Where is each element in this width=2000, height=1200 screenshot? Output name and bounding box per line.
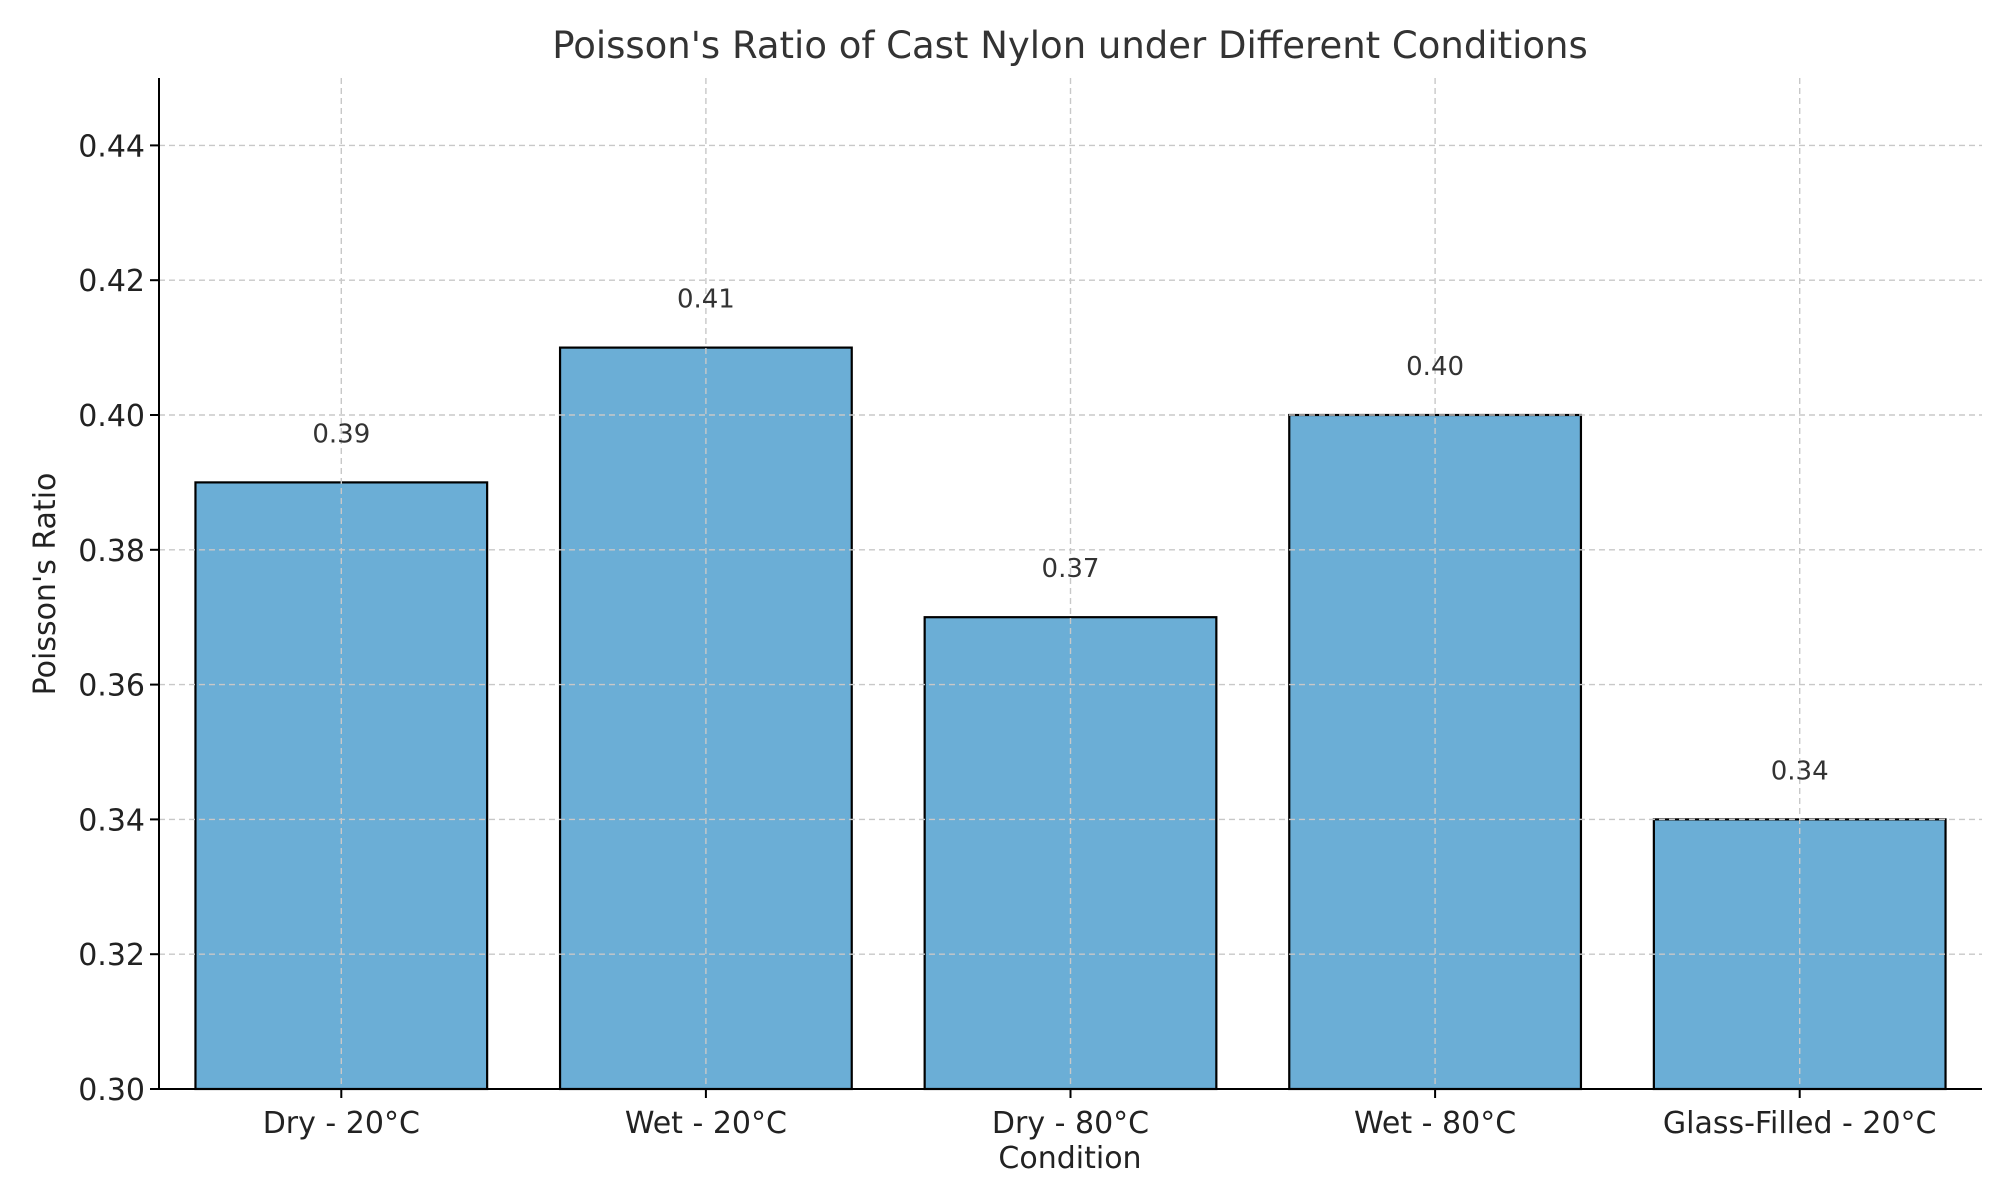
y-tick-label: 0.34: [78, 803, 145, 838]
chart-title: Poisson's Ratio of Cast Nylon under Diff…: [552, 24, 1588, 67]
y-tick-label: 0.32: [78, 938, 145, 973]
data-label: 0.41: [677, 285, 735, 315]
x-ticks: Dry - 20°C Wet - 20°C Dry - 80°C Wet - 80°C…: [263, 1089, 1937, 1141]
x-axis-label: Condition: [998, 1141, 1141, 1176]
data-label: 0.40: [1406, 352, 1464, 382]
y-tick-label: 0.38: [78, 534, 145, 569]
y-tick-label: 0.36: [78, 669, 145, 704]
x-tick-label: Wet - 80°C: [1354, 1106, 1516, 1141]
data-label: 0.37: [1042, 554, 1100, 584]
x-tick-label: Wet - 20°C: [625, 1106, 787, 1141]
y-tick-label: 0.42: [78, 264, 145, 299]
y-tick-label: 0.40: [78, 399, 145, 434]
y-tick-label: 0.44: [78, 129, 145, 164]
data-label: 0.34: [1771, 756, 1829, 786]
grid: [159, 78, 1982, 1089]
x-tick-label: Glass-Filled - 20°C: [1663, 1106, 1937, 1141]
x-tick-label: Dry - 80°C: [992, 1106, 1149, 1141]
data-label: 0.39: [312, 419, 370, 449]
data-labels: 0.39 0.41 0.37 0.40 0.34: [312, 285, 1828, 787]
y-axis-label: Poisson's Ratio: [28, 473, 63, 696]
x-tick-label: Dry - 20°C: [263, 1106, 420, 1141]
y-tick-label: 0.30: [78, 1073, 145, 1108]
y-ticks: 0.30 0.32 0.34 0.36 0.38 0.40 0.42 0.44: [78, 129, 159, 1108]
